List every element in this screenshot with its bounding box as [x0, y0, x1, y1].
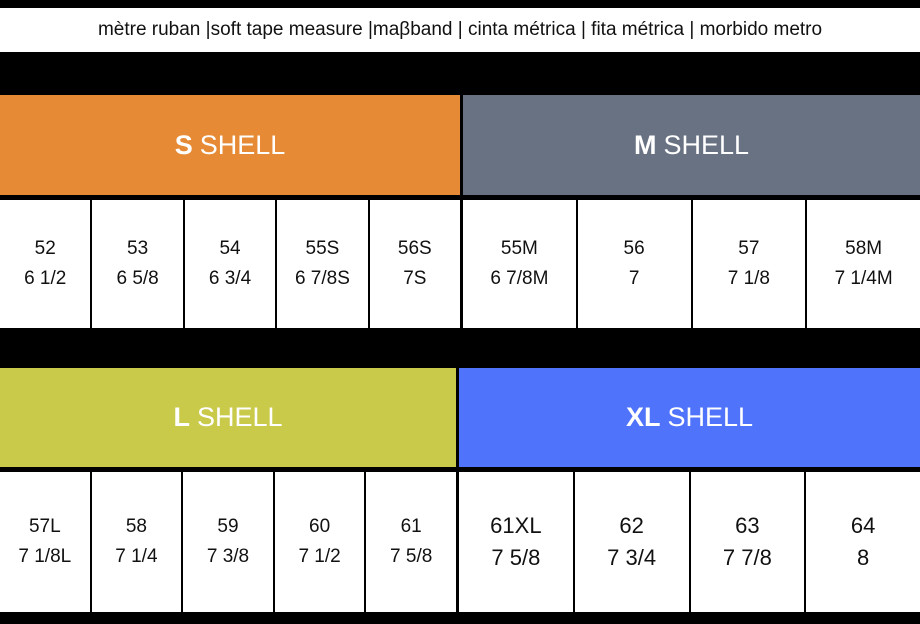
size-inch: 7 1/8 [727, 268, 770, 289]
size-cell: 58 7 1/4 [91, 472, 182, 612]
shell-size: XL [625, 402, 661, 432]
size-inch: 6 7/8M [490, 268, 549, 289]
size-cell: 55M 6 7/8M [463, 200, 576, 328]
size-cm: 56 [623, 238, 645, 259]
size-cell: 56S 7S [369, 200, 461, 328]
size-cell: 57 7 1/8 [692, 200, 806, 328]
size-cell: 64 8 [806, 472, 920, 612]
size-cm: 61XL [490, 513, 542, 538]
size-cell: 53 6 5/8 [92, 200, 183, 328]
size-cell: 60 7 1/2 [274, 472, 365, 612]
s-shell-header: S SHELL [0, 95, 460, 195]
size-cell: 54 6 3/4 [184, 200, 276, 328]
shell-size: L [173, 402, 190, 432]
size-cm: 62 [619, 513, 644, 538]
size-inch: 6 7/8S [294, 268, 350, 289]
size-inch: 6 3/4 [208, 268, 252, 289]
xl-shell-sizes: 61XL 7 5/8 62 7 3/4 63 7 7/8 64 8 [459, 472, 920, 612]
shell-label: SHELL [663, 129, 750, 160]
size-cm: 60 [309, 516, 331, 537]
size-cell: 56 7 [577, 200, 691, 328]
size-inch: 7 5/8 [390, 546, 433, 567]
size-cm: 63 [735, 513, 760, 538]
size-inch: 6 1/2 [24, 268, 67, 289]
size-cm: 59 [217, 516, 239, 537]
size-cm: 54 [219, 238, 241, 259]
size-cell: 58M 7 1/4M [807, 200, 920, 328]
s-shell-sizes: 52 6 1/2 53 6 5/8 54 6 3/4 55S 6 7/8S 56S 7S [0, 200, 461, 328]
size-inch: 7 1/2 [298, 546, 341, 567]
size-inch: 7 5/8 [491, 545, 541, 570]
size-inch: 8 [857, 545, 870, 570]
size-inch: 7 1/8L [18, 546, 72, 567]
size-cm: 64 [850, 513, 876, 538]
shell-size: M [633, 129, 657, 160]
size-inch: 6 5/8 [116, 268, 159, 289]
shell-label: SHELL [196, 402, 283, 432]
size-inch: 7 1/4M [834, 268, 893, 289]
shell-label: SHELL [199, 129, 286, 160]
size-inch: 7 3/4 [607, 545, 657, 570]
shell-label: SHELL [667, 402, 754, 432]
size-cm: 55M [500, 238, 538, 259]
size-cell: 52 6 1/2 [0, 200, 91, 328]
size-cell: 61 7 5/8 [366, 472, 456, 612]
size-cm: 57 [738, 238, 760, 259]
shell-size: S [174, 129, 193, 160]
size-inch: 7 [628, 268, 640, 289]
size-cell: 55S 6 7/8S [277, 200, 368, 328]
size-inch: 7 7/8 [722, 545, 772, 570]
m-shell-sizes: 55M 6 7/8M 56 7 57 7 1/8 58M 7 1/4M [463, 200, 920, 328]
size-cell: 63 7 7/8 [690, 472, 805, 612]
size-cm: 58 [125, 516, 147, 537]
size-inch: 7S [403, 268, 427, 289]
size-inch: 7 3/8 [206, 546, 250, 567]
size-cell: 61XL 7 5/8 [459, 472, 573, 612]
size-cm: 58M [845, 238, 883, 259]
size-inch: 7 1/4 [115, 546, 158, 567]
m-shell-header: M SHELL [463, 95, 920, 195]
size-cm: 56S [397, 238, 432, 259]
title-text: mètre ruban |soft tape measure |maβband … [97, 19, 823, 40]
size-cm: 52 [34, 238, 56, 259]
size-cell: 59 7 3/8 [183, 472, 273, 612]
size-cm: 61 [400, 516, 422, 537]
size-cm: 57L [28, 516, 61, 537]
xl-shell-header: XL SHELL [459, 368, 920, 467]
l-shell-header: L SHELL [0, 368, 456, 467]
title-bar: mètre ruban |soft tape measure |maβband … [0, 8, 920, 52]
size-cm: 53 [127, 238, 149, 259]
size-cell: 62 7 3/4 [574, 472, 689, 612]
size-cell: 57L 7 1/8L [0, 472, 90, 612]
l-shell-sizes: 57L 7 1/8L 58 7 1/4 59 7 3/8 60 7 1/2 61 7 5/8 [0, 472, 456, 612]
size-cm: 55S [305, 238, 340, 259]
